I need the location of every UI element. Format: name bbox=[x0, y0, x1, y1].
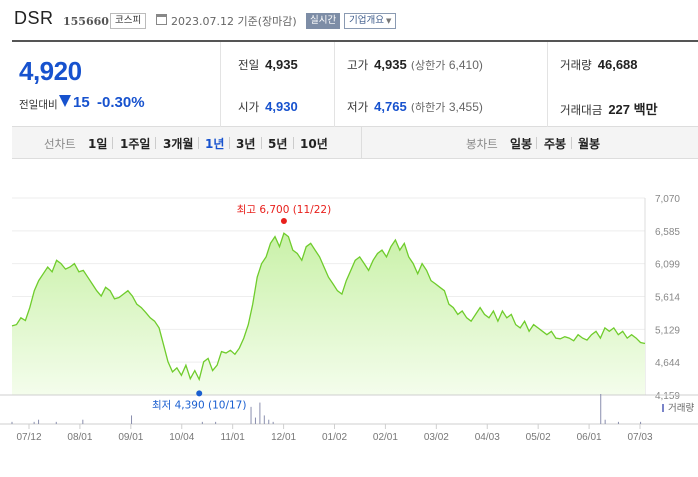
tab-separator bbox=[571, 137, 572, 149]
price-summary: 4,920 전일대비 15 -0.30% 전일 4,935 시가 4,930 고가 4… bbox=[12, 40, 698, 127]
x-tick-label: 07/12 bbox=[16, 432, 41, 443]
volume-bar bbox=[55, 421, 57, 424]
company-info-label: 기업개요 bbox=[349, 15, 384, 26]
line-chart-label: 선차트 bbox=[44, 137, 76, 151]
volume-bar bbox=[600, 394, 602, 424]
volume-bar bbox=[38, 419, 40, 424]
volume-bar bbox=[268, 419, 270, 424]
stock-name: DSR bbox=[14, 8, 54, 28]
divider bbox=[547, 42, 548, 127]
volume-bar bbox=[272, 421, 274, 424]
chevron-down-icon: ▼ bbox=[385, 17, 392, 25]
tab-separator bbox=[155, 137, 156, 149]
prev-close: 전일 4,935 bbox=[238, 57, 298, 72]
x-tick-label: 04/03 bbox=[475, 432, 500, 443]
reference-date: 2023.07.12 기준(장마감) bbox=[171, 15, 297, 28]
volume: 거래량 46,688 bbox=[560, 57, 638, 72]
volume-bar bbox=[250, 406, 252, 424]
y-tick-label: 7,070 bbox=[655, 194, 680, 205]
x-tick-label: 09/01 bbox=[118, 432, 143, 443]
price-chart: 7,070 6,585 6,099 5,614 5,129 4,644 4,159 최고 6,… bbox=[0, 180, 698, 477]
volume-legend-swatch bbox=[662, 404, 664, 412]
realtime-button[interactable]: 실시간 bbox=[306, 13, 341, 29]
volume-bar bbox=[11, 421, 13, 424]
change-value: 15 bbox=[73, 94, 90, 111]
volume-bar bbox=[215, 421, 217, 424]
y-tick-label: 4,644 bbox=[655, 358, 680, 369]
volume-bar bbox=[131, 415, 133, 424]
change-label: 전일대비 bbox=[19, 99, 58, 111]
tab-1day[interactable]: 1일 bbox=[88, 137, 108, 151]
change-percent: -0.30% bbox=[97, 94, 145, 111]
x-tick-label: 08/01 bbox=[67, 432, 92, 443]
tab-separator bbox=[293, 137, 294, 149]
high-price: 고가 4,935 (상한가 6,410) bbox=[347, 57, 483, 72]
tab-separator bbox=[536, 137, 537, 149]
volume-bar bbox=[82, 419, 84, 424]
stock-code: 155660 bbox=[63, 15, 109, 28]
volume-bar bbox=[640, 421, 642, 424]
tab-monthly[interactable]: 월봉 bbox=[578, 137, 601, 151]
current-price: 4,920 bbox=[19, 56, 82, 86]
y-tick-label: 4,159 bbox=[655, 391, 680, 402]
candle-chart-label: 봉차트 bbox=[466, 137, 498, 151]
x-tick-label: 12/01 bbox=[271, 432, 296, 443]
tab-weekly[interactable]: 주봉 bbox=[544, 137, 567, 151]
price-area bbox=[12, 233, 645, 395]
tab-3months[interactable]: 3개월 bbox=[163, 137, 194, 151]
tab-1week[interactable]: 1주일 bbox=[120, 137, 151, 151]
y-tick-label: 5,129 bbox=[655, 325, 680, 336]
volume-bar bbox=[254, 417, 256, 424]
stock-header: DSR 155660 코스피 2023.07.12 기준(장마감) 실시간 기업… bbox=[0, 0, 698, 40]
tab-10years[interactable]: 10년 bbox=[300, 137, 328, 151]
low-annotation: 최저 4,390 (10/17) bbox=[152, 399, 247, 411]
price-chart-svg: 7,070 6,585 6,099 5,614 5,129 4,644 4,159 최고 6,… bbox=[0, 194, 698, 443]
trade-amount: 거래대금 227 백만 bbox=[560, 102, 658, 117]
price-line bbox=[11, 232, 646, 382]
x-tick-label: 02/01 bbox=[373, 432, 398, 443]
y-tick-label: 5,614 bbox=[655, 293, 680, 304]
tab-3years[interactable]: 3년 bbox=[236, 137, 256, 151]
divider bbox=[361, 127, 362, 158]
x-tick-label: 05/02 bbox=[526, 432, 551, 443]
company-info-dropdown[interactable]: 기업개요 ▼ bbox=[344, 13, 397, 29]
tab-separator bbox=[229, 137, 230, 149]
volume-legend: 거래량 bbox=[668, 402, 694, 414]
down-arrow-icon bbox=[59, 95, 71, 107]
x-tick-label: 11/01 bbox=[221, 432, 246, 443]
volume-bar bbox=[33, 421, 35, 424]
tab-daily[interactable]: 일봉 bbox=[510, 137, 533, 151]
volume-bar bbox=[604, 419, 606, 424]
volume-bar bbox=[263, 415, 265, 424]
divider bbox=[334, 42, 335, 127]
high-annotation: 최고 6,700 (11/22) bbox=[237, 204, 332, 216]
open-price: 시가 4,930 bbox=[238, 99, 298, 114]
high-marker bbox=[280, 218, 287, 225]
calendar-icon bbox=[156, 14, 167, 25]
x-tick-label: 06/01 bbox=[577, 432, 602, 443]
volume-bar bbox=[201, 421, 203, 424]
low-marker bbox=[196, 390, 203, 397]
x-tick-label: 03/02 bbox=[424, 432, 449, 443]
y-tick-label: 6,585 bbox=[655, 227, 680, 238]
x-tick-label: 01/02 bbox=[322, 432, 347, 443]
tab-5years[interactable]: 5년 bbox=[268, 137, 288, 151]
tab-1year[interactable]: 1년 bbox=[205, 137, 225, 151]
low-price: 저가 4,765 (하한가 3,455) bbox=[347, 99, 483, 114]
current-price-box: 4,920 전일대비 15 -0.30% bbox=[12, 42, 221, 127]
market-badge: 코스피 bbox=[110, 13, 147, 29]
x-tick-label: 07/03 bbox=[627, 432, 652, 443]
tab-separator bbox=[112, 137, 113, 149]
x-tick-label: 10/04 bbox=[169, 432, 194, 443]
tab-separator bbox=[261, 137, 262, 149]
chart-period-tabs: 선차트 1일 1주일 3개월 1년 3년 5년 10년 봉차트 일봉 주봉 월봉 bbox=[12, 127, 698, 159]
tab-separator bbox=[198, 137, 199, 149]
y-tick-label: 6,099 bbox=[655, 260, 680, 271]
volume-bar bbox=[617, 421, 619, 424]
volume-bar bbox=[259, 402, 261, 424]
